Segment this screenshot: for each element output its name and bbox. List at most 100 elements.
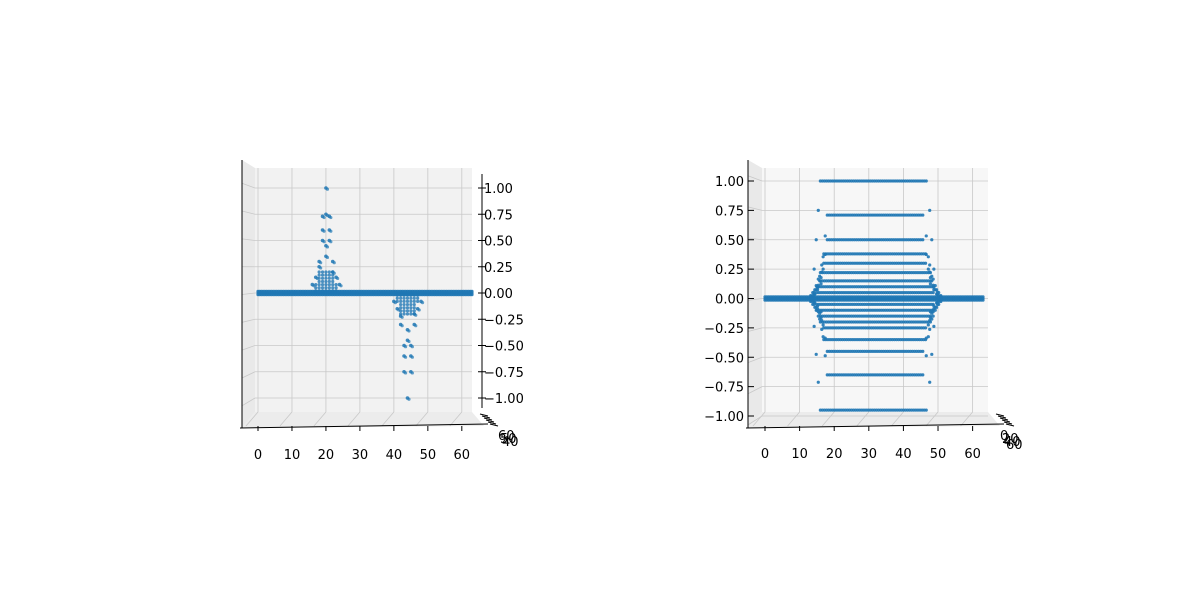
data-point (929, 310, 932, 313)
data-point (924, 252, 927, 255)
z-tick-label: −0.75 (484, 366, 524, 381)
x-tick-label: 30 (861, 447, 878, 462)
z-tick-label: 0.75 (484, 208, 513, 223)
data-point (413, 303, 416, 306)
z-tick-label: 0.25 (715, 263, 744, 278)
z-tick-label: 0.00 (715, 293, 744, 308)
data-point (321, 280, 324, 283)
data-point (921, 238, 924, 241)
data-point (932, 304, 935, 307)
data-point (321, 277, 324, 280)
data-point (818, 275, 821, 278)
data-point (318, 274, 321, 277)
data-point (407, 398, 410, 401)
data-point (399, 306, 402, 309)
data-point (401, 324, 404, 327)
data-point (921, 213, 924, 216)
z-tick-label: −1.00 (704, 410, 744, 425)
data-point (411, 345, 414, 348)
data-point (328, 277, 331, 280)
data-point (822, 268, 825, 271)
data-point (921, 350, 924, 353)
data-point (331, 289, 334, 292)
data-point (930, 353, 933, 356)
z-tick-label: 1.00 (484, 182, 513, 197)
data-point (399, 297, 402, 300)
x-tick-label: 0 (761, 447, 769, 462)
data-point (413, 312, 416, 315)
data-point (924, 326, 927, 329)
data-point (328, 280, 331, 283)
data-point (329, 216, 332, 219)
x-tick-label: 40 (895, 447, 912, 462)
data-point (321, 289, 324, 292)
data-point (414, 324, 417, 327)
data-point (328, 289, 331, 292)
depth-tick-label: 40 (502, 435, 519, 450)
data-point (331, 277, 334, 280)
data-point (421, 301, 424, 304)
data-point (921, 373, 924, 376)
x-tick-label: 50 (420, 448, 437, 463)
data-point (406, 300, 409, 303)
data-point (925, 179, 928, 182)
x-tick-label: 20 (318, 448, 335, 463)
data-point (409, 294, 412, 297)
depth-tick (486, 420, 494, 422)
data-point (925, 354, 928, 357)
data-point (331, 283, 334, 286)
depth-tick (482, 416, 490, 418)
data-point (411, 356, 414, 359)
data-point (411, 371, 414, 374)
z-tick-label: 1.00 (715, 175, 744, 190)
data-point (326, 245, 329, 248)
data-point (336, 277, 339, 280)
data-point (399, 309, 402, 312)
data-point (817, 315, 820, 318)
data-point (321, 270, 324, 273)
data-point (824, 354, 827, 357)
data-point (936, 303, 939, 306)
data-point (819, 310, 822, 313)
data-point (324, 270, 327, 273)
data-point (324, 283, 327, 286)
z-tick-label: −1.00 (484, 392, 524, 407)
x-tick-label: 50 (930, 447, 947, 462)
data-point (314, 289, 317, 292)
data-point (819, 316, 822, 319)
data-point (322, 216, 325, 219)
data-point (328, 286, 331, 289)
data-point (418, 308, 421, 311)
data-point (932, 315, 935, 318)
data-point (399, 303, 402, 306)
data-point (925, 409, 928, 412)
x-tick-label: 20 (826, 447, 843, 462)
data-point (318, 283, 321, 286)
data-point (329, 240, 332, 243)
depth-tick (1000, 418, 1008, 420)
data-point (813, 303, 816, 306)
data-point (928, 328, 931, 331)
data-point (932, 278, 935, 281)
x-tick-label: 0 (254, 448, 262, 463)
data-point (932, 325, 935, 328)
data-point (321, 274, 324, 277)
z-tick-label: −0.75 (704, 381, 744, 396)
data-point (413, 306, 416, 309)
data-point (932, 291, 935, 294)
data-point (815, 353, 818, 356)
data-point (409, 300, 412, 303)
data-point (399, 312, 402, 315)
z-tick-label: 0.50 (484, 235, 513, 250)
z-tick-label: −0.25 (484, 313, 524, 328)
data-point (932, 285, 935, 288)
x-tick-label: 10 (284, 448, 301, 463)
data-point (930, 275, 933, 278)
data-point (396, 300, 399, 303)
data-point (928, 209, 931, 212)
data-point (939, 295, 942, 298)
data-point (981, 299, 984, 302)
data-point (925, 234, 928, 237)
